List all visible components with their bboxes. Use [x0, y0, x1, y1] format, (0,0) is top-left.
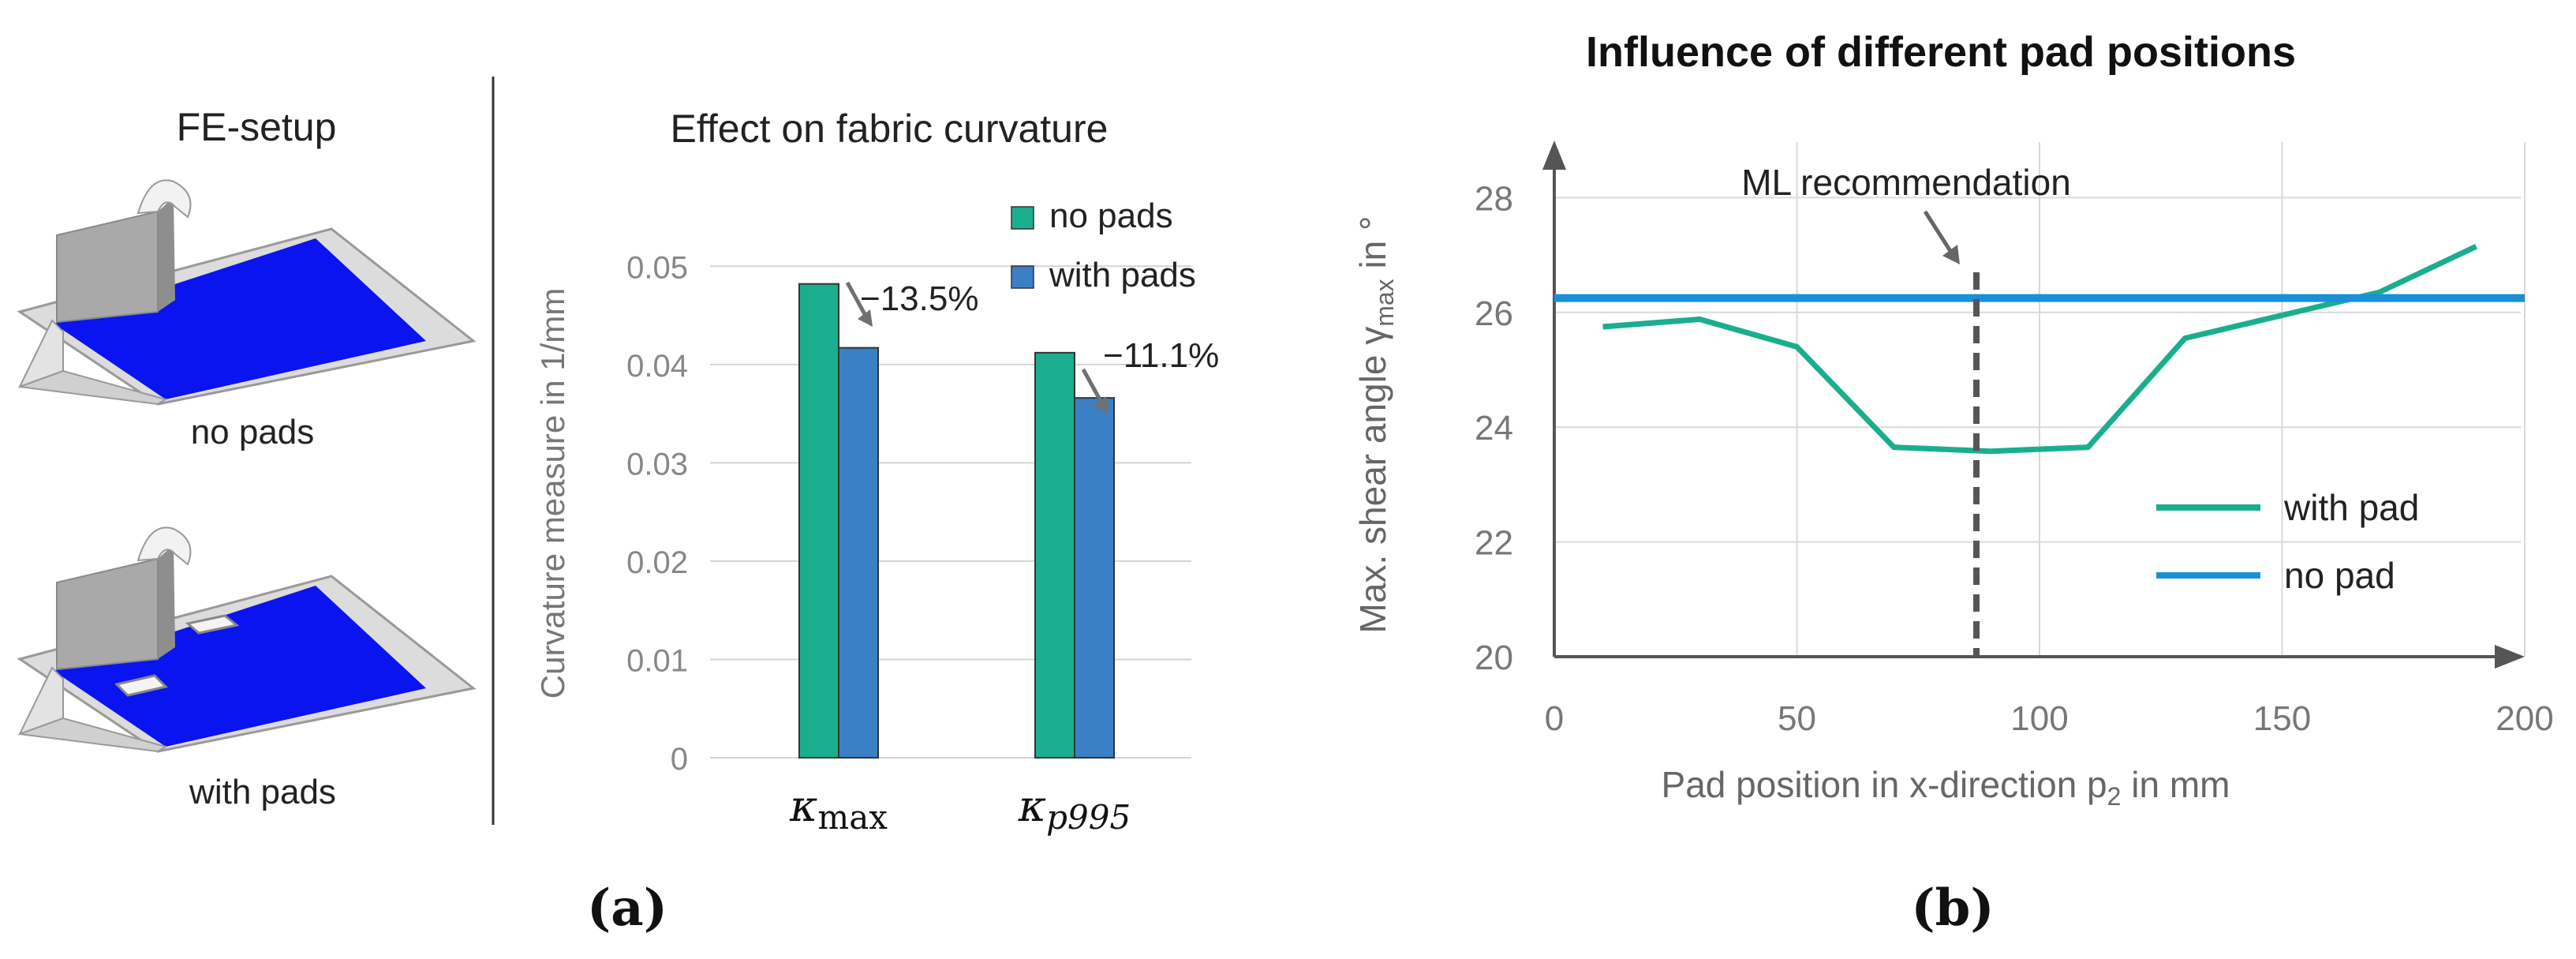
bar-ytick-label: 0.03: [626, 447, 688, 481]
bar-annotation-1: −13.5%: [860, 279, 978, 318]
line-chart-ylabel: Max. shear angle γmax in °: [1352, 216, 1399, 634]
line-xtick-label: 150: [2253, 699, 2311, 738]
pad-1: [185, 614, 240, 635]
line-ytick-label: 28: [1475, 179, 1513, 218]
label-with-pads: with pads: [189, 773, 336, 811]
bar-category-label: κp995: [1018, 781, 1131, 837]
bar-legend-label: with pads: [1049, 256, 1196, 294]
bar-annotation-2: −11.1%: [1103, 336, 1219, 375]
bar-ytick-label: 0: [671, 742, 688, 777]
line-xtick-label: 50: [1778, 699, 1816, 738]
caption-a: (a): [587, 878, 667, 938]
bar-category-label: κmax: [789, 781, 888, 837]
line-xtick-label: 0: [1545, 699, 1564, 738]
line-xtick-label: 200: [2496, 699, 2553, 738]
bar-no-pads-1: [1034, 351, 1075, 759]
bar-ytick-label: 0.05: [626, 250, 688, 285]
bar-with-pads-0: [838, 347, 879, 759]
fe-setup-title: FE-setup: [177, 105, 337, 149]
label-no-pads: no pads: [191, 413, 315, 451]
line-chart: Influence of different pad positions Max…: [1352, 28, 2554, 811]
bar-no-pads-0: [798, 283, 839, 759]
ml-recommendation-arrow: [1923, 210, 1960, 264]
line-y-axis-arrowhead: [1542, 140, 1566, 170]
bar-ytick-label: 0.02: [626, 545, 688, 580]
fe-model-with-pads: [17, 526, 477, 753]
line-ytick-label: 24: [1475, 409, 1513, 448]
bar-chart-ylabel: Curvature measure in 1/mm: [534, 288, 571, 699]
bar-legend-swatch: [1011, 206, 1034, 230]
line-chart-xlabel: Pad position in x-direction p2 in mm: [1662, 764, 2230, 811]
line-ytick-label: 22: [1475, 524, 1513, 563]
line-chart-title: Influence of different pad positions: [1586, 28, 2296, 76]
line-legend-label: no pad: [2284, 555, 2395, 596]
bar-ytick-label: 0.01: [626, 643, 688, 678]
bar-chart-title: Effect on fabric curvature: [671, 107, 1109, 151]
caption-b: (b): [1911, 878, 1994, 938]
line-x-axis-arrowhead: [2495, 645, 2525, 669]
series-line-with-pad: [1602, 244, 2477, 455]
fe-model-no-pads: [17, 179, 477, 406]
ml-recommendation-label: ML recommendation: [1741, 162, 2071, 203]
line-xtick-label: 100: [2010, 699, 2068, 738]
bar-with-pads-1: [1074, 397, 1115, 759]
line-legend-label: with pad: [2283, 487, 2419, 528]
pad-2: [114, 674, 168, 697]
bar-annotation-arrow-2: [1081, 368, 1109, 414]
line-ytick-label: 26: [1475, 294, 1513, 333]
bar-legend-label: no pads: [1049, 197, 1173, 235]
bar-ytick-label: 0.04: [626, 349, 688, 384]
bar-legend-swatch: [1011, 265, 1034, 289]
line-ytick-label: 20: [1475, 639, 1513, 677]
bar-chart: Effect on fabric curvature Curvature mea…: [534, 107, 1219, 837]
bar-annotation-arrow-1: [845, 281, 873, 327]
